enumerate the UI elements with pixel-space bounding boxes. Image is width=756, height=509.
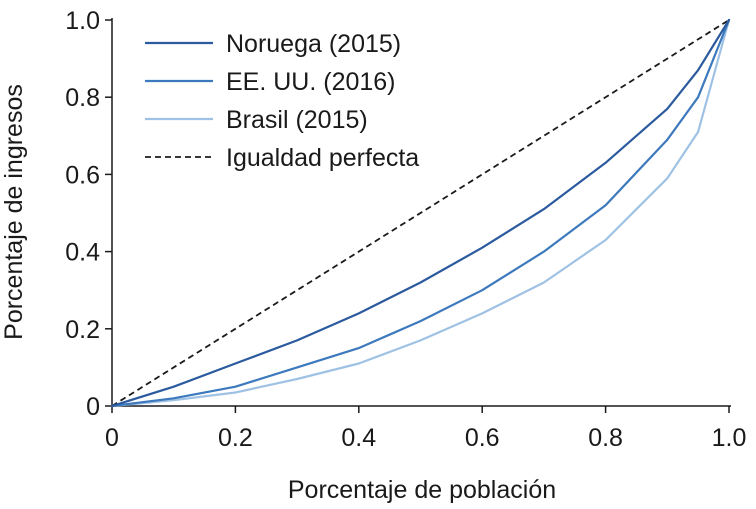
x-tick-label: 1.0 [712,424,747,452]
y-axis-title: Porcentaje de ingresos [0,84,28,340]
legend-label-0: Noruega (2015) [226,30,401,58]
series-line-0 [110,18,731,408]
series-line-2 [110,18,731,408]
y-tick-label: 0 [86,393,100,421]
x-axis-title: Porcentaje de población [288,476,556,504]
legend: Noruega (2015) EE. UU. (2016) Brasil (2015… [145,30,419,172]
legend-label-2: Brasil (2015) [226,106,368,134]
x-tick-label: 0.2 [218,424,253,452]
series-lines [110,18,731,408]
y-tick-label: 0.6 [65,161,100,189]
x-tick-label: 0.8 [588,424,623,452]
x-tick-label: 0.6 [465,424,500,452]
y-tick-label: 0.4 [65,239,100,267]
series-line-3 [111,19,730,407]
y-tick-label: 0.2 [65,316,100,344]
y-tick-label: 1.0 [65,7,100,35]
y-tick-label: 0.8 [65,84,100,112]
x-tick-label: 0 [105,424,119,452]
x-tick-label: 0.4 [341,424,376,452]
legend-label-1: EE. UU. (2016) [226,68,396,96]
axes: 0 0.2 0.4 0.6 0.8 1.0 0 0.2 0.4 0.6 0.8 1.0 [65,7,746,452]
legend-label-3: Igualdad perfecta [226,144,419,172]
series-line-1 [110,18,731,408]
